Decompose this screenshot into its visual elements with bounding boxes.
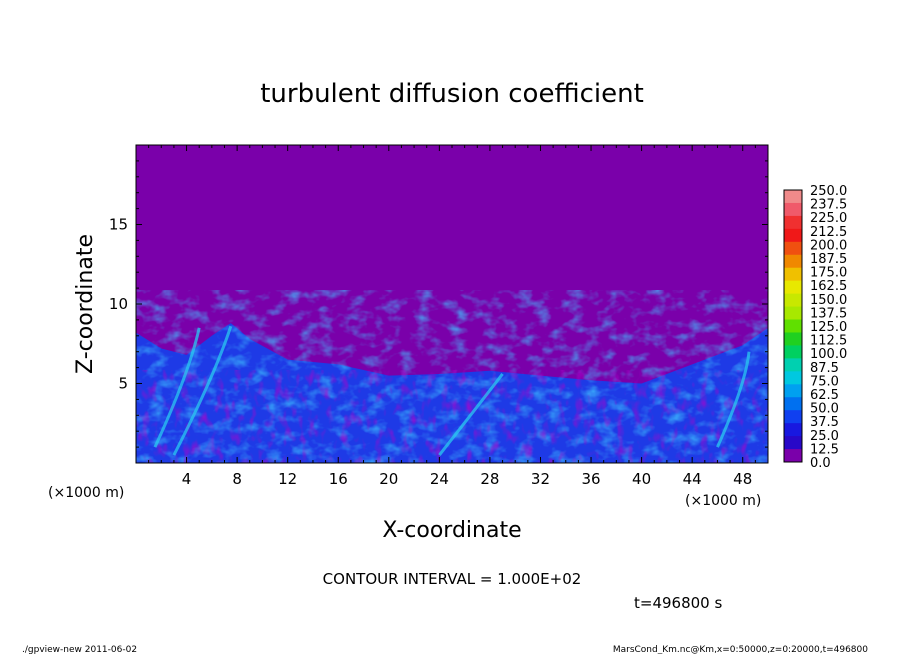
x-axis-unit-left: (×1000 m) bbox=[48, 485, 124, 501]
colorbar-swatch bbox=[784, 332, 802, 346]
colorbar-label: 100.0 bbox=[810, 347, 847, 362]
colorbar-label: 137.5 bbox=[810, 306, 847, 321]
colorbar-label: 0.0 bbox=[810, 456, 831, 471]
colorbar-swatch bbox=[784, 436, 802, 450]
contour-interval-note: CONTOUR INTERVAL = 1.000E+02 bbox=[323, 570, 582, 588]
colorbar-swatch bbox=[784, 293, 802, 308]
colorbar-swatch bbox=[784, 267, 802, 282]
colorbar-swatch bbox=[784, 254, 802, 269]
colorbar-swatch bbox=[784, 410, 802, 424]
colorbar-label: 87.5 bbox=[810, 361, 839, 376]
x-tick-label: 4 bbox=[182, 470, 192, 488]
colorbar-frame bbox=[783, 189, 803, 463]
x-axis-unit-right: (×1000 m) bbox=[685, 493, 761, 509]
x-tick-label: 40 bbox=[632, 470, 651, 488]
colorbar-swatch bbox=[784, 215, 802, 230]
y-tick-label: 15 bbox=[109, 216, 128, 234]
x-tick-label: 28 bbox=[480, 470, 499, 488]
plume-streak bbox=[153, 327, 201, 448]
colorbar-label: 200.0 bbox=[810, 238, 847, 253]
plume-streak bbox=[438, 373, 504, 456]
colorbar-swatch bbox=[784, 345, 802, 359]
plume-streaks bbox=[153, 325, 751, 456]
x-axis-ticks: 4 8 12 16 20 24 28 32 36 40 44 48 bbox=[148, 145, 756, 488]
colorbar-swatch bbox=[784, 280, 802, 295]
time-stamp: t=496800 s bbox=[634, 594, 722, 612]
colorbar-label: 25.0 bbox=[810, 429, 839, 444]
low-value-patches bbox=[136, 370, 768, 463]
x-tick-label: 16 bbox=[329, 470, 348, 488]
y-tick-label: 5 bbox=[118, 375, 128, 393]
colorbar-label: 250.0 bbox=[810, 184, 847, 199]
y-axis-label: Z-coordinate bbox=[73, 234, 98, 374]
colorbar-swatch bbox=[784, 202, 802, 217]
colorbar-label: 175.0 bbox=[810, 266, 847, 281]
footer-left: ./gpview-new 2011-06-02 bbox=[22, 645, 137, 654]
colorbar-label: 75.0 bbox=[810, 374, 839, 389]
x-tick-label: 8 bbox=[232, 470, 242, 488]
colorbar-label: 237.5 bbox=[810, 198, 847, 213]
colorbar-swatch bbox=[784, 358, 802, 372]
colorbar-label: 212.5 bbox=[810, 225, 847, 240]
colorbar-label: 225.0 bbox=[810, 211, 847, 226]
colorbar-label: 62.5 bbox=[810, 388, 839, 403]
x-tick-label: 24 bbox=[430, 470, 449, 488]
x-tick-label: 48 bbox=[733, 470, 752, 488]
y-axis-ticks: 5 10 15 bbox=[109, 160, 768, 448]
plot-area bbox=[135, 144, 769, 464]
colorbar-swatch bbox=[784, 371, 802, 385]
footer-right: MarsCond_Km.nc@Km,x=0:50000,z=0:20000,t=… bbox=[613, 645, 868, 654]
x-tick-label: 12 bbox=[278, 470, 297, 488]
colorbar-label: 150.0 bbox=[810, 293, 847, 308]
colorbar-swatch bbox=[784, 306, 802, 321]
chart-title: turbulent diffusion coefficient bbox=[260, 79, 644, 109]
colorbar-swatch bbox=[784, 228, 802, 243]
y-tick-label: 10 bbox=[109, 295, 128, 313]
colorbar-swatch bbox=[784, 319, 802, 333]
colorbar-swatch bbox=[784, 190, 802, 204]
colorbar-label: 112.5 bbox=[810, 334, 847, 349]
colorbar-label: 37.5 bbox=[810, 415, 839, 430]
colorbar-swatch bbox=[784, 384, 802, 398]
colorbar-swatch bbox=[784, 241, 802, 256]
x-tick-label: 36 bbox=[581, 470, 600, 488]
colorbar-label: 50.0 bbox=[810, 402, 839, 417]
x-axis-label: X-coordinate bbox=[382, 518, 521, 543]
colorbar: 250.0237.5225.0212.5200.0187.5175.0162.5… bbox=[783, 184, 847, 471]
colorbar-label: 162.5 bbox=[810, 279, 847, 294]
colorbar-swatch bbox=[784, 397, 802, 411]
colorbar-label: 187.5 bbox=[810, 252, 847, 267]
colorbar-label: 125.0 bbox=[810, 320, 847, 335]
colorbar-swatch bbox=[784, 423, 802, 437]
plume-streak bbox=[172, 325, 233, 456]
colorbar-swatch bbox=[784, 449, 802, 463]
x-tick-label: 20 bbox=[379, 470, 398, 488]
x-tick-label: 44 bbox=[683, 470, 702, 488]
colorbar-label: 12.5 bbox=[810, 442, 839, 457]
plume-streak bbox=[716, 351, 751, 448]
x-tick-label: 32 bbox=[531, 470, 550, 488]
